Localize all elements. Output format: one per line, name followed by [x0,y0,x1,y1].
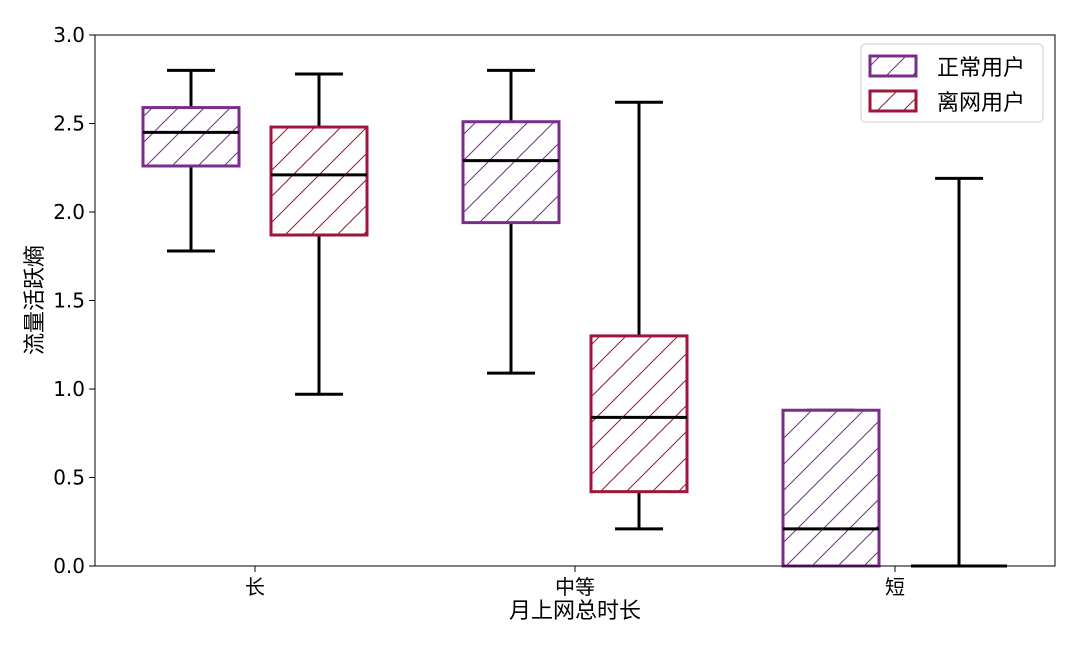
legend-label: 正常用户 [937,56,1025,81]
box-body [781,408,881,568]
box-1-2 [911,176,1007,568]
y-tick-label: 0.5 [53,466,85,490]
box-1-0 [269,72,369,396]
x-axis-label: 月上网总时长 [509,599,641,624]
y-axis-label: 流量活跃熵 [23,245,48,355]
x-tick-label: 中等 [555,575,595,599]
box-body [461,120,561,225]
box-0-1 [461,68,561,375]
y-tick-label: 1.5 [53,289,85,313]
box-body [141,106,241,168]
x-tick-label: 短 [885,575,905,599]
box-body [589,334,689,494]
y-tick-label: 2.5 [53,112,85,136]
box-0-0 [141,68,241,253]
y-tick-label: 0.0 [53,554,85,578]
legend-swatch [868,89,918,113]
box-body [269,125,369,237]
legend-label: 离网用户 [937,91,1025,116]
y-tick-label: 2.0 [53,200,85,224]
y-tick-label: 3.0 [53,23,85,47]
box-1-1 [589,100,689,531]
x-tick-label: 长 [245,575,265,599]
y-tick-label: 1.0 [53,377,85,401]
legend-swatch [868,54,918,78]
box-0-2 [781,408,881,568]
